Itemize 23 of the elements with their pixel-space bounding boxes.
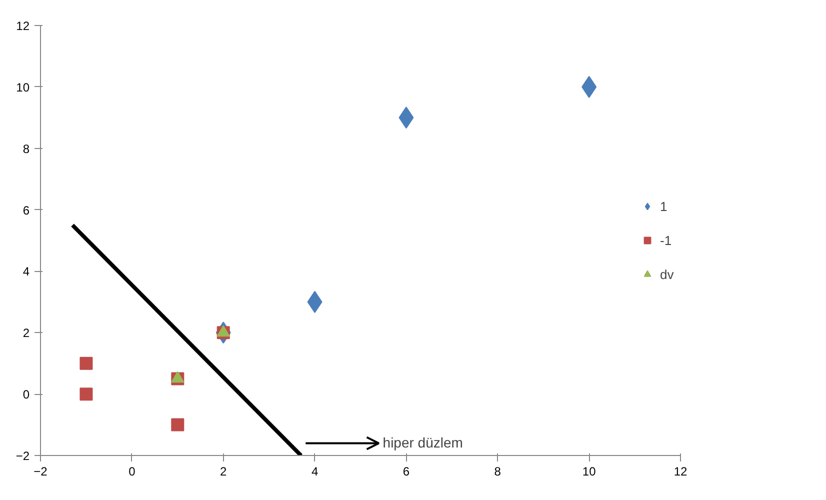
legend-label: -1 xyxy=(660,232,673,248)
x-tick-label: 6 xyxy=(402,464,410,478)
y-tick-label: 4 xyxy=(22,264,30,279)
x-tick-label: 12 xyxy=(674,464,688,478)
legend-label: 1 xyxy=(660,198,668,214)
y-tick-label: 6 xyxy=(22,203,30,218)
y-tick-label: 0 xyxy=(22,388,30,402)
x-tick-label: 10 xyxy=(582,464,596,478)
point xyxy=(80,356,93,370)
x-tick-label: 8 xyxy=(494,464,502,478)
point xyxy=(80,388,93,401)
y-tick-label: 8 xyxy=(22,142,30,156)
x-tick-label: 4 xyxy=(311,464,318,478)
legend-label: dv xyxy=(660,266,675,282)
y-tick-label: 12 xyxy=(16,19,30,33)
y-tick-label: 2 xyxy=(22,326,30,340)
x-tick-label: 0 xyxy=(128,464,136,478)
y-tick-label: 10 xyxy=(16,80,30,94)
x-tick-label: −2 xyxy=(34,464,48,478)
point xyxy=(171,418,184,432)
annotation: hiper düzlem xyxy=(382,434,463,450)
x-tick-label: 2 xyxy=(220,464,228,478)
y-tick-label: −2 xyxy=(16,449,30,463)
